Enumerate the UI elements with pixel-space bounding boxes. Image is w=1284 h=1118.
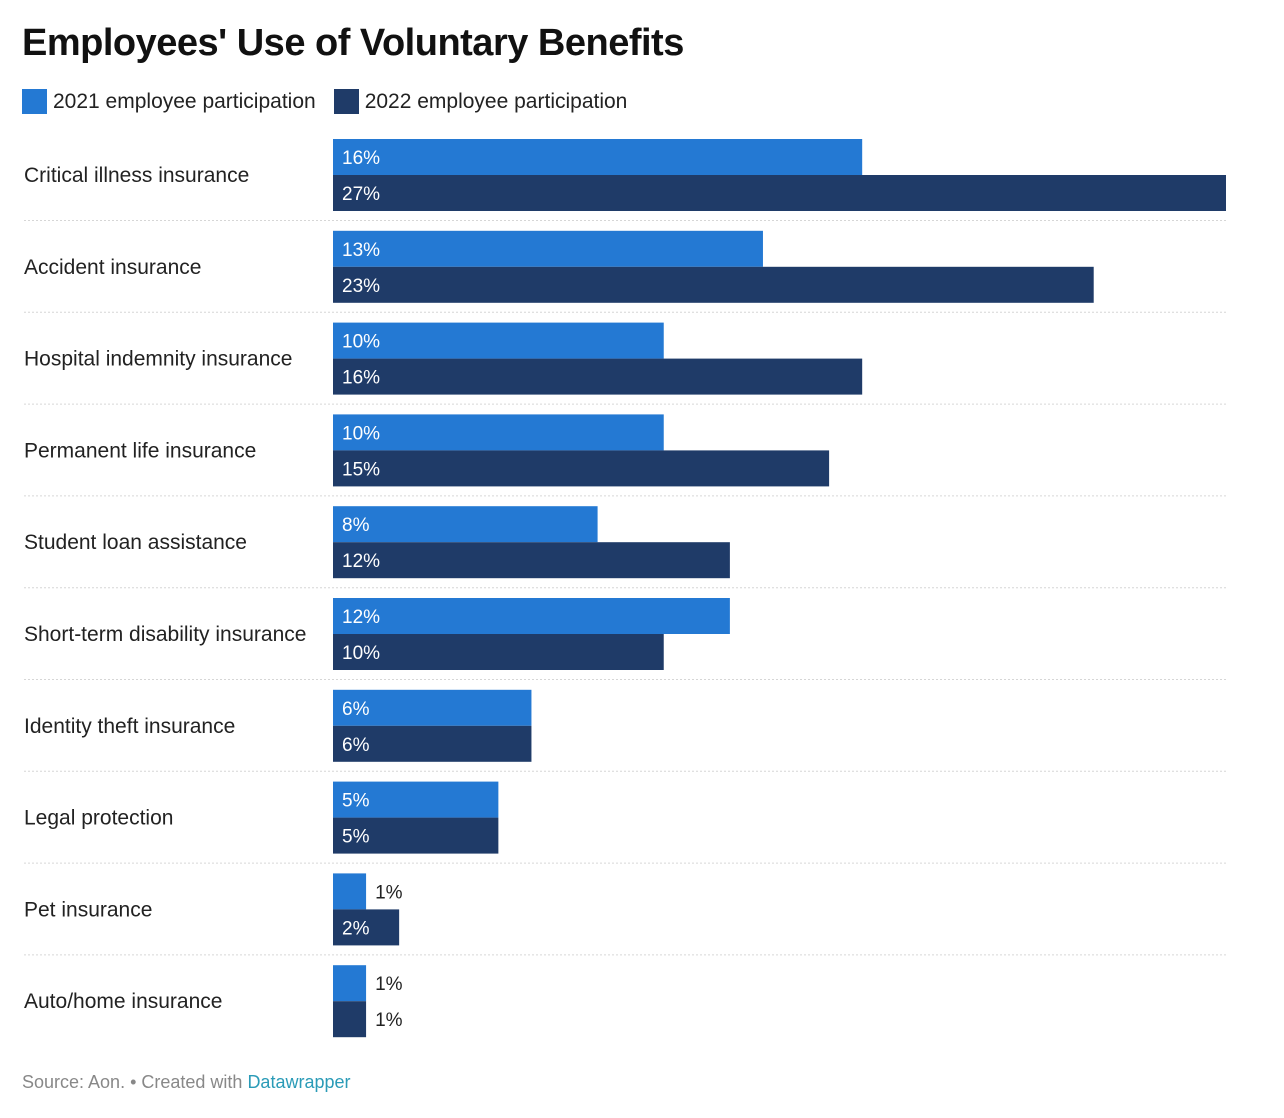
legend-label-2021: 2021 employee participation [53, 89, 316, 113]
category-label-short-term-disability-insurance: Short-term disability insurance [24, 623, 306, 646]
category-label-student-loan-assistance: Student loan assistance [24, 531, 247, 554]
category-label-hospital-indemnity-insurance: Hospital indemnity insurance [24, 348, 292, 371]
bar-2022-accident-insurance [333, 266, 1094, 303]
category-label-pet-insurance: Pet insurance [24, 898, 152, 921]
bar-2021-hospital-indemnity-insurance [333, 322, 664, 359]
value-label-2022-accident-insurance: 23% [342, 276, 380, 297]
value-label-2021-accident-insurance: 13% [342, 240, 380, 261]
datawrapper-link[interactable]: Datawrapper [247, 1072, 351, 1092]
chart-title: Employees' Use of Voluntary Benefits [22, 22, 684, 64]
value-label-2022-pet-insurance: 2% [342, 918, 370, 939]
value-label-2021-student-loan-assistance: 8% [342, 515, 370, 536]
value-label-2021-critical-illness-insurance: 16% [342, 148, 380, 169]
legend-item-2022: 2022 employee participation [333, 89, 628, 114]
bar-2022-pet-insurance [333, 909, 400, 946]
bar-2021-identity-theft-insurance [333, 689, 532, 726]
bar-2021-permanent-life-insurance [333, 414, 664, 451]
bar-2022-critical-illness-insurance [333, 175, 1226, 211]
category-label-auto-home-insurance: Auto/home insurance [24, 990, 222, 1013]
value-label-2022-permanent-life-insurance: 15% [342, 459, 380, 480]
value-label-2021-pet-insurance: 1% [375, 882, 403, 903]
value-label-2021-auto-home-insurance: 1% [375, 974, 403, 995]
bar-2022-auto-home-insurance [333, 1001, 367, 1038]
value-label-2021-identity-theft-insurance: 6% [342, 699, 370, 720]
footer-separator: • Created with [125, 1072, 248, 1092]
category-label-identity-theft-insurance: Identity theft insurance [24, 715, 235, 738]
value-label-2022-hospital-indemnity-insurance: 16% [342, 368, 380, 389]
bar-2022-legal-protection [333, 817, 499, 854]
category-label-permanent-life-insurance: Permanent life insurance [24, 439, 256, 462]
value-label-2022-critical-illness-insurance: 27% [342, 184, 380, 205]
value-label-2021-hospital-indemnity-insurance: 10% [342, 332, 380, 353]
bar-2022-student-loan-assistance [333, 542, 730, 579]
bar-2021-student-loan-assistance [333, 506, 598, 543]
value-label-2022-identity-theft-insurance: 6% [342, 735, 370, 756]
bar-2021-pet-insurance [333, 873, 367, 910]
value-label-2022-student-loan-assistance: 12% [342, 551, 380, 572]
category-label-accident-insurance: Accident insurance [24, 256, 201, 279]
bar-2021-auto-home-insurance [333, 965, 367, 1002]
bar-2021-short-term-disability-insurance [333, 598, 730, 634]
value-label-2021-short-term-disability-insurance: 12% [342, 607, 380, 628]
category-label-legal-protection: Legal protection [24, 807, 173, 830]
bar-2021-critical-illness-insurance [333, 139, 863, 175]
bar-2022-short-term-disability-insurance [333, 634, 664, 670]
legend-label-2022: 2022 employee participation [364, 89, 628, 113]
value-label-2022-short-term-disability-insurance: 10% [342, 643, 380, 664]
bar-2022-hospital-indemnity-insurance [333, 358, 863, 395]
bar-2022-identity-theft-insurance [333, 725, 532, 762]
value-label-2021-permanent-life-insurance: 10% [342, 423, 380, 444]
legend-swatch-2021 [22, 89, 47, 114]
legend-item-2021: 2021 employee participation [22, 89, 316, 114]
value-label-2021-legal-protection: 5% [342, 791, 370, 812]
value-label-2022-legal-protection: 5% [342, 827, 370, 848]
bar-2021-legal-protection [333, 781, 499, 818]
legend-swatch-2022 [333, 89, 359, 114]
value-label-2022-auto-home-insurance: 1% [375, 1010, 403, 1031]
category-label-critical-illness-insurance: Critical illness insurance [24, 164, 249, 187]
chart-legend: 2021 employee participation 2022 employe… [22, 89, 645, 114]
bar-2021-accident-insurance [333, 230, 763, 267]
chart-footer: Source: Aon. • Created with Datawrapper [22, 1072, 351, 1093]
bar-2022-permanent-life-insurance [333, 450, 830, 487]
source-note: Source: Aon. [22, 1072, 126, 1092]
